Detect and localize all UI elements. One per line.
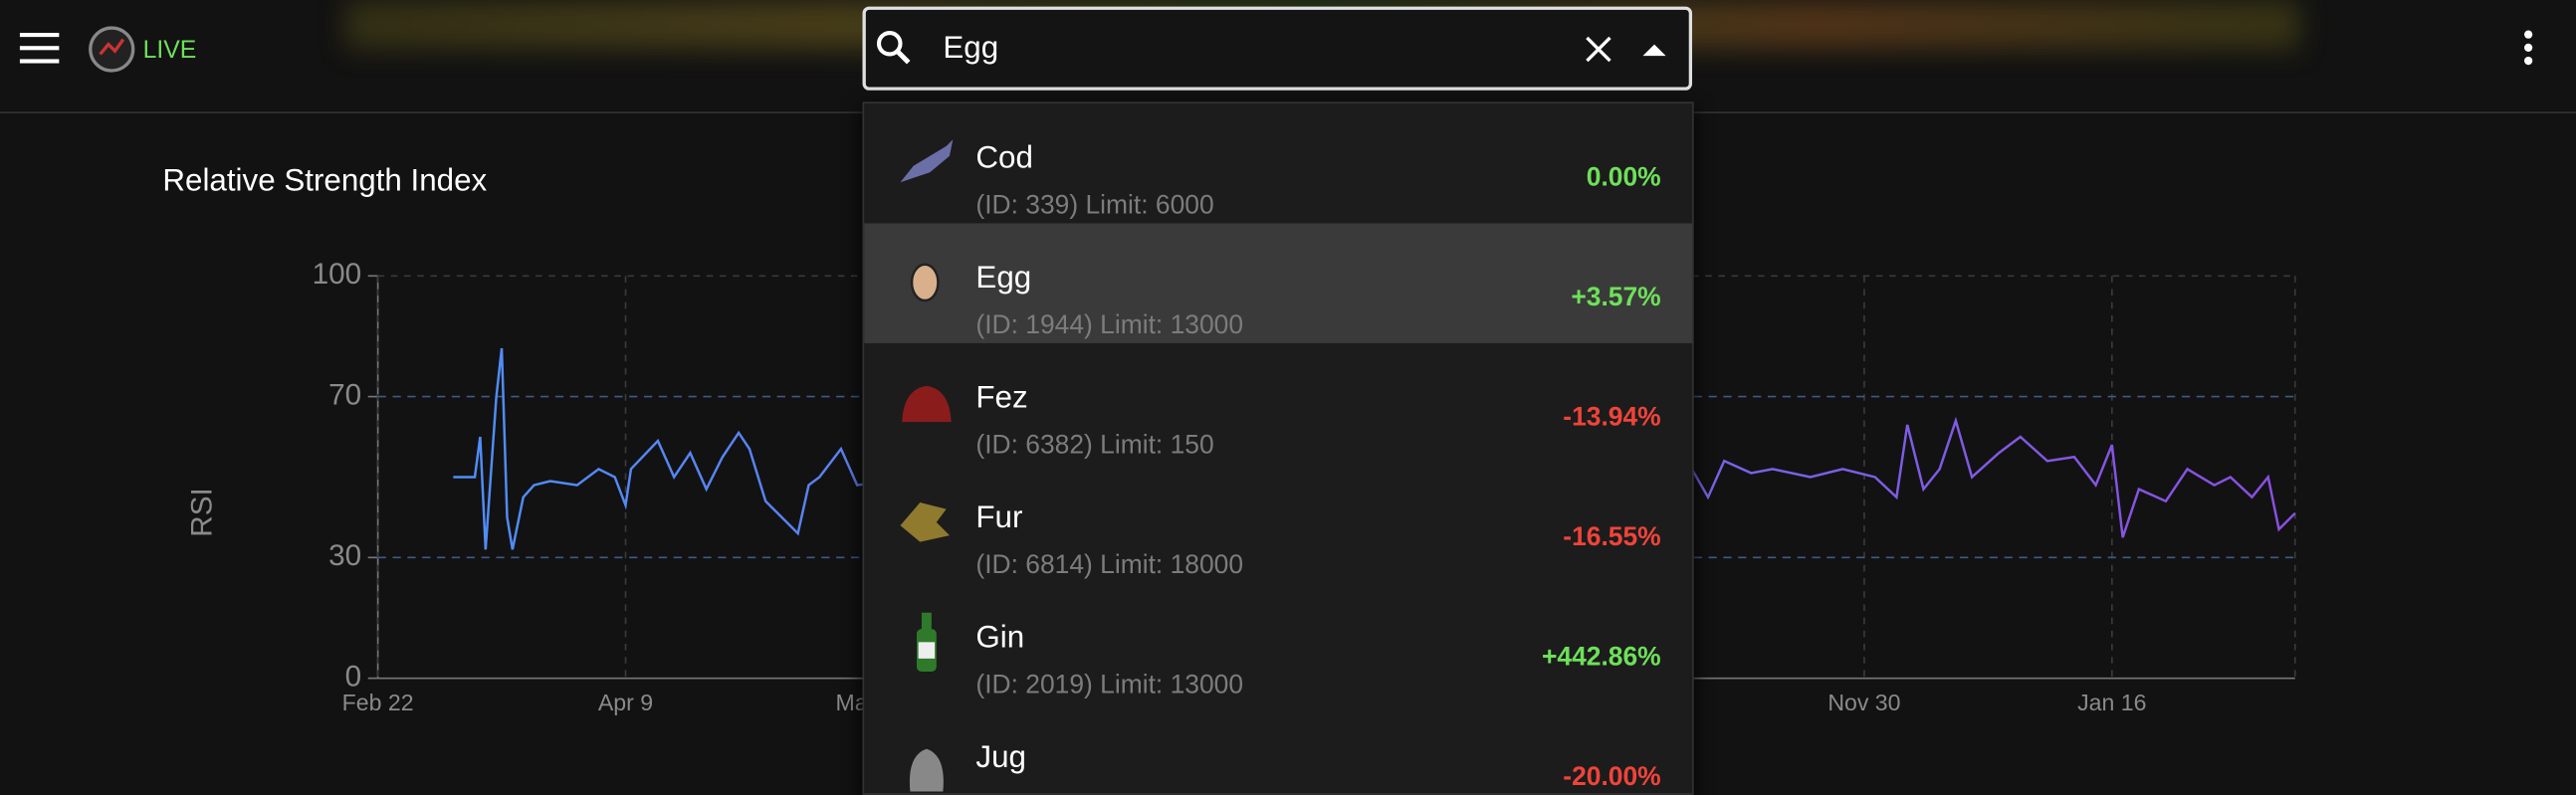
item-icon [910,263,940,302]
y-axis-label: RSI [186,488,219,537]
dropdown-item[interactable]: Cod (ID: 339) Limit: 6000 0.00% [864,103,1692,223]
y-tick-label: 30 [328,539,361,572]
rsi-chart: Relative Strength Index RSI 0 30 70 100 Feb … [162,162,2296,715]
more-button[interactable] [2522,28,2535,68]
item-change: -20.00% [1563,763,1661,792]
x-tick-label: Feb 22 [342,690,414,715]
item-change: +3.57% [1571,284,1661,312]
item-change: -16.55% [1563,523,1661,552]
item-icon [916,612,937,673]
menu-button[interactable] [19,31,60,64]
search-icon [876,30,911,65]
live-label: LIVE [142,36,197,65]
dropdown: Cod (ID: 339) Limit: 6000 0.00% Egg (ID:… [862,101,1694,795]
item-name: Fez [975,380,1028,416]
dropdown-item[interactable]: Gin (ID: 2019) Limit: 13000 +442.86% [864,583,1692,702]
item-change: -13.94% [1563,404,1661,433]
item-detail: (ID: 2019) Limit: 13000 [975,672,1244,700]
item-icon [900,502,950,542]
y-tick-label: 100 [313,258,362,291]
y-tick-label: 0 [345,661,362,694]
x-tick-label: Jan 16 [2077,690,2146,715]
item-icon [900,139,954,183]
search-box[interactable]: Egg [862,6,1693,91]
logo[interactable] [87,25,136,75]
item-change: +442.86% [1541,643,1661,673]
item-name: Cod [975,140,1033,176]
x-tick-label: Apr 9 [598,690,653,715]
dropdown-item[interactable]: Jug -20.00% [864,702,1692,793]
item-detail: (ID: 6382) Limit: 150 [975,432,1214,461]
item-name: Fur [975,500,1023,536]
item-detail: (ID: 339) Limit: 6000 [975,192,1214,221]
clear-button[interactable] [1586,36,1611,63]
dropdown-item[interactable]: Fur (ID: 6814) Limit: 18000 -16.55% [864,463,1692,582]
y-tick-label: 70 [328,378,361,411]
item-icon [909,748,944,792]
dropdown-item[interactable]: Fez (ID: 6382) Limit: 150 -13.94% [864,343,1692,463]
collapse-button[interactable] [1642,44,1666,58]
item-detail: (ID: 1944) Limit: 13000 [975,311,1244,340]
item-name: Gin [975,620,1025,656]
item-name: Egg [975,261,1032,297]
item-change: 0.00% [1586,164,1661,193]
item-icon [902,385,952,423]
dropdown-item[interactable]: Egg (ID: 1944) Limit: 13000 +3.57% [864,223,1693,343]
header: LIVE Egg [0,0,2576,113]
item-detail: (ID: 6814) Limit: 18000 [975,551,1244,580]
chart-title: Relative Strength Index [162,162,487,197]
item-name: Jug [975,740,1026,776]
search-query[interactable]: Egg [943,31,999,67]
x-tick-label: Nov 30 [1827,690,1900,715]
